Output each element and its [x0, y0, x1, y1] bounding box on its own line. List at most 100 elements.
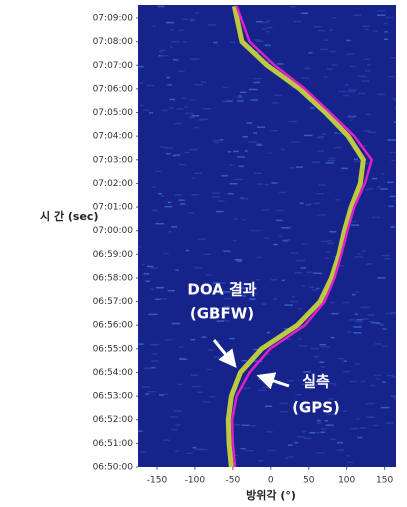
- x-tick-label: -50: [226, 476, 241, 486]
- noise-speck: [327, 68, 333, 70]
- noise-speck: [304, 135, 313, 137]
- noise-speck: [358, 253, 361, 255]
- y-tick-label: 06:52:00: [93, 415, 134, 425]
- noise-speck: [253, 78, 261, 80]
- noise-speck: [328, 160, 335, 162]
- noise-speck: [180, 203, 185, 205]
- x-tick-label: 150: [376, 476, 393, 486]
- noise-speck: [346, 40, 350, 42]
- noise-speck: [382, 345, 388, 347]
- noise-speck: [331, 313, 338, 315]
- noise-speck: [341, 168, 348, 170]
- noise-speck: [171, 226, 177, 228]
- noise-speck: [328, 158, 335, 160]
- noise-speck: [173, 410, 182, 412]
- noise-speck: [240, 92, 247, 94]
- noise-speck: [239, 95, 242, 97]
- y-tick-label: 06:57:00: [93, 297, 134, 307]
- y-tick-label: 07:00:00: [93, 226, 134, 236]
- noise-speck: [321, 428, 327, 430]
- noise-speck: [162, 298, 167, 300]
- noise-speck: [317, 420, 321, 422]
- noise-speck: [147, 266, 154, 268]
- noise-speck: [165, 339, 173, 341]
- noise-speck: [189, 117, 195, 119]
- noise-speck: [265, 184, 269, 186]
- noise-speck: [228, 193, 234, 195]
- y-tick-label: 06:50:00: [93, 463, 134, 473]
- noise-speck: [140, 105, 143, 107]
- noise-speck: [304, 68, 310, 70]
- noise-speck: [262, 28, 266, 30]
- noise-speck: [377, 277, 385, 279]
- noise-speck: [362, 318, 368, 320]
- noise-speck: [213, 42, 218, 44]
- x-tick-label: 0: [268, 476, 274, 486]
- noise-speck: [356, 418, 360, 420]
- x-tick-label: 50: [303, 476, 315, 486]
- noise-speck: [302, 244, 308, 246]
- noise-speck: [184, 152, 190, 154]
- noise-speck: [147, 85, 155, 87]
- noise-speck: [138, 246, 141, 248]
- noise-speck: [214, 357, 221, 359]
- noise-speck: [353, 14, 361, 16]
- y-tick-label: 07:07:00: [93, 61, 134, 71]
- noise-speck: [302, 13, 308, 15]
- noise-speck: [384, 39, 388, 41]
- noise-speck: [381, 255, 390, 257]
- noise-speck: [241, 448, 246, 450]
- noise-speck: [321, 241, 326, 243]
- noise-speck: [173, 155, 176, 157]
- noise-speck: [149, 112, 153, 114]
- noise-speck: [326, 240, 333, 242]
- noise-speck: [279, 235, 283, 237]
- noise-speck: [357, 76, 366, 78]
- noise-speck: [170, 416, 178, 418]
- noise-speck: [163, 253, 168, 255]
- noise-speck: [206, 274, 212, 276]
- noise-speck: [242, 425, 250, 427]
- noise-speck: [150, 267, 158, 269]
- noise-speck: [163, 439, 170, 441]
- noise-speck: [187, 453, 193, 455]
- annotation: DOA 결과: [187, 281, 256, 299]
- noise-speck: [284, 304, 292, 306]
- noise-speck: [213, 140, 221, 142]
- noise-speck: [152, 26, 156, 28]
- noise-speck: [243, 136, 248, 138]
- noise-speck: [233, 151, 238, 153]
- noise-speck: [262, 387, 270, 389]
- noise-speck: [377, 93, 385, 95]
- noise-speck: [282, 280, 285, 282]
- noise-speck: [148, 391, 156, 393]
- noise-speck: [304, 437, 312, 439]
- noise-speck: [158, 193, 162, 195]
- noise-speck: [381, 173, 384, 175]
- noise-speck: [332, 17, 337, 19]
- noise-speck: [249, 89, 258, 91]
- noise-speck: [296, 260, 305, 262]
- annotation: 실측: [302, 373, 330, 391]
- noise-speck: [166, 77, 170, 79]
- noise-speck: [158, 6, 165, 8]
- noise-speck: [276, 220, 282, 222]
- noise-speck: [170, 29, 173, 31]
- noise-speck: [318, 30, 325, 32]
- noise-speck: [148, 314, 157, 316]
- noise-speck: [356, 319, 362, 321]
- noise-speck: [335, 199, 339, 201]
- noise-speck: [257, 390, 266, 392]
- noise-speck: [279, 192, 286, 194]
- noise-speck: [366, 403, 375, 405]
- noise-speck: [291, 141, 299, 143]
- noise-speck: [314, 356, 320, 358]
- noise-speck: [169, 99, 175, 101]
- noise-speck: [151, 210, 157, 212]
- noise-speck: [372, 217, 380, 219]
- noise-speck: [302, 285, 305, 287]
- noise-speck: [343, 95, 350, 97]
- noise-speck: [264, 237, 270, 239]
- noise-speck: [251, 230, 260, 232]
- y-axis-label: 시 간 (sec): [40, 209, 98, 223]
